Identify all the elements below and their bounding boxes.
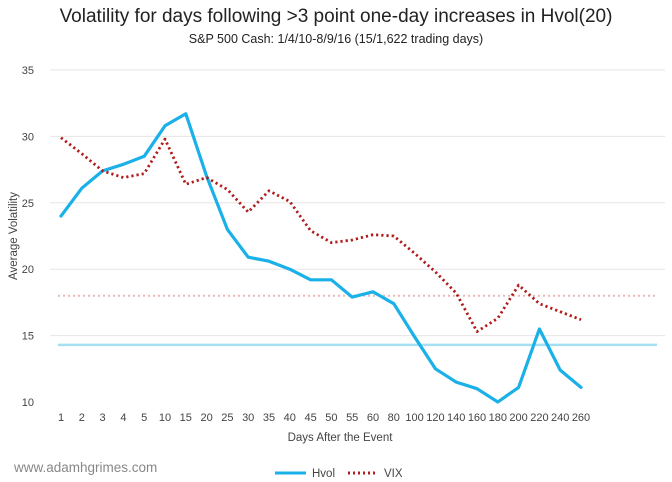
point-hvol-40 — [289, 268, 291, 270]
point-vix-2 — [81, 152, 83, 154]
point-hvol-25 — [226, 228, 228, 230]
series-lines — [59, 112, 583, 404]
point-hvol-260 — [580, 386, 582, 388]
x-tick-label: 50 — [325, 412, 337, 424]
gridlines — [50, 69, 665, 337]
x-tick-label: 240 — [551, 412, 569, 424]
x-tick-label: 60 — [367, 412, 379, 424]
x-tick-label: 260 — [572, 412, 590, 424]
x-tick-label: 2 — [79, 412, 85, 424]
x-axis-ticks: 1 2 3 4 5 10 15 20 25 30 35 40 45 50 55 60 80 100 120 140 16… — [58, 412, 590, 424]
point-vix-55 — [351, 239, 353, 241]
point-vix-5 — [143, 172, 145, 174]
point-hvol-180 — [497, 401, 499, 403]
x-tick-label: 20 — [200, 412, 212, 424]
x-tick-label: 40 — [284, 412, 296, 424]
point-hvol-35 — [268, 260, 270, 262]
x-tick-label: 80 — [388, 412, 400, 424]
point-vix-100 — [413, 252, 415, 254]
x-tick-label: 160 — [468, 412, 486, 424]
point-vix-45 — [309, 229, 311, 231]
point-vix-80 — [393, 235, 395, 237]
series-line-hvol — [59, 112, 583, 404]
y-axis-label: Average Volatility — [8, 192, 20, 280]
point-vix-180 — [497, 317, 499, 319]
legend-hvol-label: Hvol — [312, 468, 335, 480]
point-vix-10 — [164, 138, 166, 140]
point-vix-40 — [289, 200, 291, 202]
x-tick-label: 200 — [509, 412, 527, 424]
y-axis-ticks: 10 15 20 25 30 35 — [22, 65, 34, 409]
point-vix-30 — [247, 211, 249, 213]
x-tick-label: 25 — [221, 412, 233, 424]
point-hvol-200 — [517, 386, 519, 388]
series-line-vix — [60, 136, 582, 334]
x-tick-label: 55 — [346, 412, 358, 424]
x-tick-label: 4 — [120, 412, 126, 424]
x-tick-label: 100 — [405, 412, 423, 424]
point-vix-200 — [517, 284, 519, 286]
point-hvol-30 — [247, 256, 249, 258]
point-vix-160 — [476, 330, 478, 332]
chart-title: Volatility for days following >3 point o… — [60, 6, 613, 27]
legend: Hvol VIX — [275, 468, 403, 480]
x-tick-label: 45 — [304, 412, 316, 424]
y-tick-label: 35 — [22, 65, 34, 77]
legend-vix-label: VIX — [384, 468, 403, 480]
point-hvol-240 — [559, 369, 561, 371]
x-tick-label: 5 — [141, 412, 147, 424]
point-vix-260 — [580, 318, 582, 320]
point-hvol-45 — [309, 279, 311, 281]
x-tick-label: 10 — [159, 412, 171, 424]
point-hvol-120 — [434, 368, 436, 370]
watermark-text: www.adamhgrimes.com — [13, 460, 157, 475]
x-tick-label: 1 — [58, 412, 64, 424]
x-tick-label: 35 — [263, 412, 275, 424]
x-tick-label: 30 — [242, 412, 254, 424]
point-vix-20 — [205, 176, 207, 178]
point-hvol-4 — [122, 163, 124, 165]
x-tick-label: 15 — [180, 412, 192, 424]
point-vix-240 — [559, 310, 561, 312]
point-vix-25 — [226, 188, 228, 190]
y-tick-label: 15 — [22, 331, 34, 343]
reference-lines — [58, 294, 657, 347]
y-tick-label: 20 — [22, 264, 34, 276]
point-vix-140 — [455, 292, 457, 294]
chart-subtitle: S&P 500 Cash: 1/4/10-8/9/16 (15/1,622 tr… — [189, 32, 483, 46]
x-tick-label: 120 — [426, 412, 444, 424]
point-vix-50 — [330, 241, 332, 243]
point-vix-60 — [372, 233, 374, 235]
point-hvol-55 — [351, 296, 353, 298]
x-tick-label: 140 — [447, 412, 465, 424]
point-hvol-100 — [413, 336, 415, 338]
point-vix-3 — [101, 170, 103, 172]
point-vix-120 — [434, 271, 436, 273]
point-hvol-60 — [372, 291, 374, 293]
point-hvol-15 — [185, 113, 187, 115]
point-hvol-50 — [330, 279, 332, 281]
point-hvol-5 — [143, 155, 145, 157]
y-tick-label: 25 — [22, 198, 34, 210]
point-vix-15 — [185, 183, 187, 185]
x-axis-label: Days After the Event — [288, 432, 394, 444]
point-vix-1 — [60, 137, 62, 139]
point-hvol-80 — [393, 303, 395, 305]
point-hvol-10 — [164, 125, 166, 127]
x-tick-label: 180 — [489, 412, 507, 424]
point-hvol-2 — [81, 187, 83, 189]
point-vix-220 — [538, 303, 540, 305]
point-hvol-160 — [476, 388, 478, 390]
point-vix-4 — [122, 176, 124, 178]
x-tick-label: 220 — [530, 412, 548, 424]
point-hvol-140 — [455, 381, 457, 383]
x-tick-label: 3 — [100, 412, 106, 424]
point-hvol-220 — [538, 328, 540, 330]
point-hvol-1 — [60, 215, 62, 217]
y-tick-label: 10 — [22, 397, 34, 409]
point-vix-35 — [268, 190, 270, 192]
y-tick-label: 30 — [22, 131, 34, 143]
